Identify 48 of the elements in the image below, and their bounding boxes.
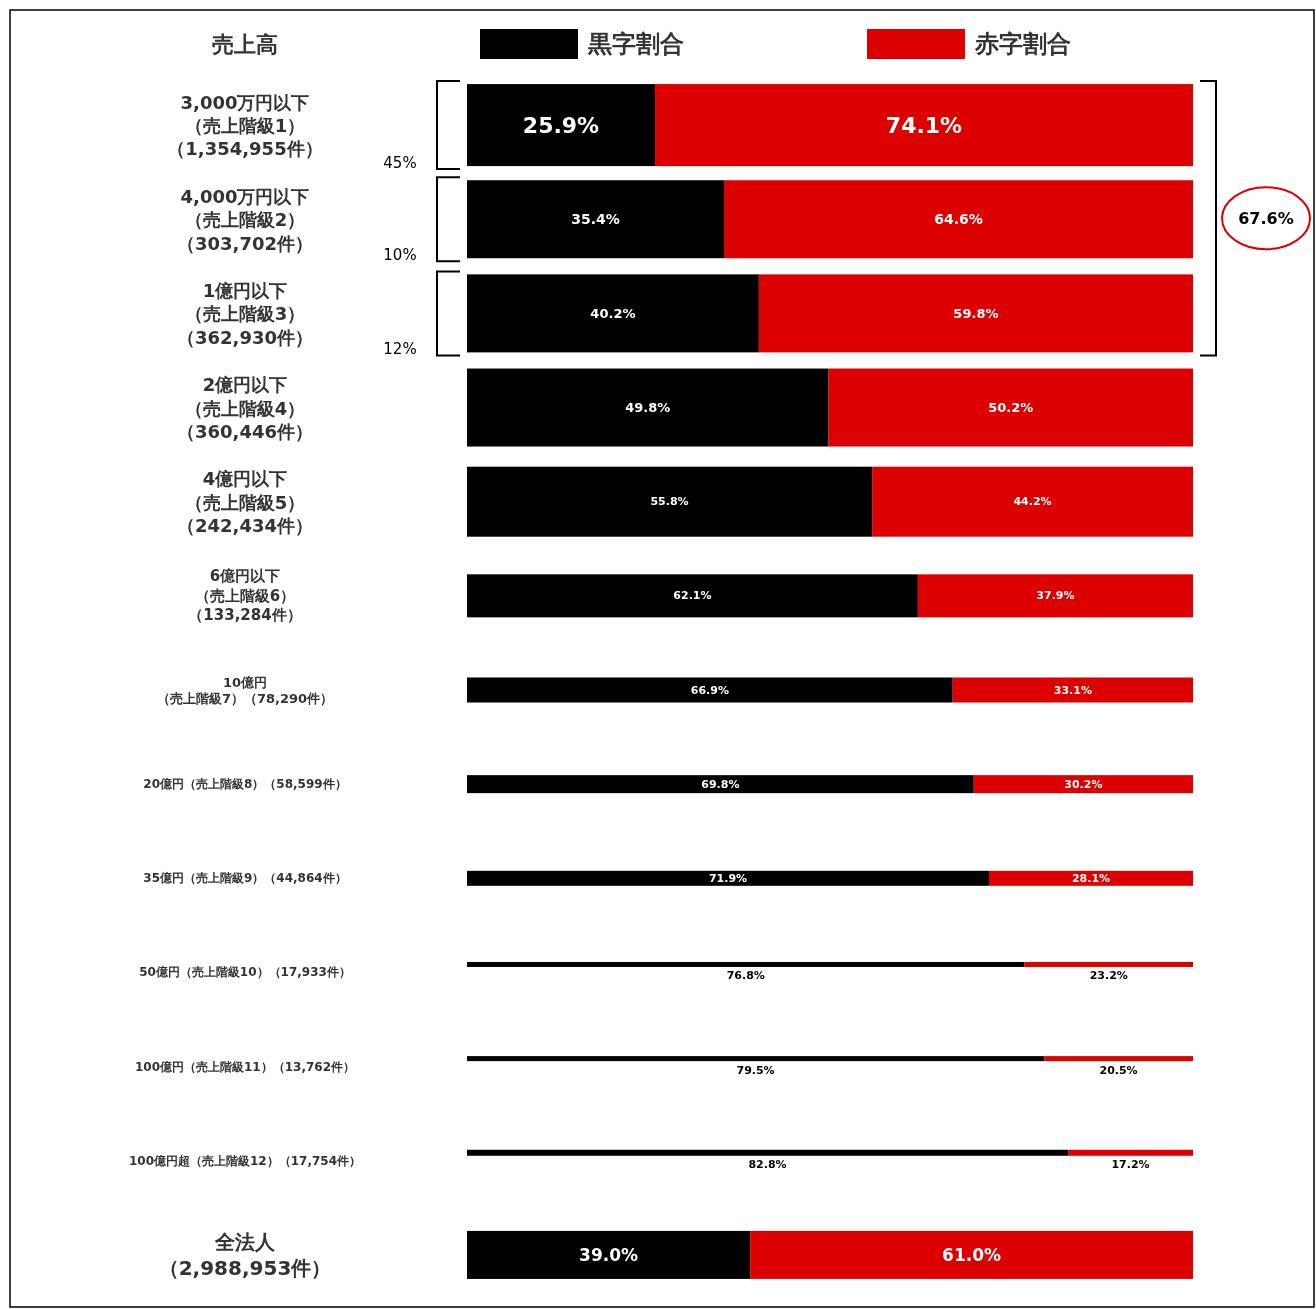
y-tick-label: 4,000万円以下（売上階級2）（303,702件） (177, 185, 313, 254)
data-label: 66.9% (690, 683, 729, 697)
data-label: 50.2% (988, 400, 1034, 416)
data-label: 28.1% (1071, 871, 1111, 885)
text: 売上高 (212, 31, 278, 57)
bar (917, 574, 1193, 618)
data-label: 62.1% (673, 589, 712, 603)
text: 12% (383, 340, 417, 359)
data-label: 74.1% (885, 112, 963, 138)
data-label: 44.2% (1013, 495, 1052, 509)
y-tick-label: 10億円（売上階級7）（78,290件） (156, 674, 334, 706)
data-label: 35.4% (571, 211, 620, 228)
y-tick-label: 2億円以下（売上階級4）（360,446件） (177, 373, 313, 442)
text: 10% (383, 246, 417, 265)
data-label: 33.1% (1053, 683, 1092, 697)
text: 45% (383, 154, 417, 173)
y-tick-label: 3,000万円以下（売上階級1）（1,354,955件） (167, 91, 323, 159)
data-label: 61.0% (942, 1244, 1002, 1265)
data-label: 25.9% (522, 112, 600, 138)
legend-label: 赤字割合 (974, 30, 1071, 58)
y-tick-label: 1億円以下（売上階級3）（362,930件） (177, 279, 313, 348)
data-label: 79.5% (736, 1063, 775, 1077)
y-tick-label: 50億円（売上階級10）（17,933件） (139, 965, 351, 980)
y-tick-label: 100億円（売上階級11）（13,762件） (134, 1059, 356, 1074)
legend-label: 黒字割合 (587, 30, 684, 58)
data-label: 82.8% (748, 1158, 787, 1172)
data-label: 59.8% (953, 305, 999, 321)
data-label: 37.9% (1036, 589, 1075, 603)
data-label: 17.2% (1111, 1158, 1150, 1172)
y-tick-label: 100億円超（売上階級12）（17,754件） (128, 1153, 362, 1168)
y-tick-label: 6億円以下（売上階級6）（133,284件） (188, 567, 302, 625)
data-label: 71.9% (708, 871, 748, 885)
data-label: 20.5% (1099, 1063, 1138, 1077)
y-tick-label: 20億円（売上階級8）（58,599件） (143, 777, 347, 792)
text: 67.6% (1238, 208, 1294, 228)
data-label: 40.2% (590, 305, 636, 321)
y-tick-label: 35億円（売上階級9）（44,864件） (143, 871, 347, 886)
bar (467, 574, 918, 618)
data-label: 69.8% (701, 777, 740, 791)
y-tick-label: 4億円以下（売上階級5）（242,434件） (177, 467, 313, 536)
data-label: 55.8% (650, 495, 689, 509)
data-label: 23.2% (1089, 969, 1128, 983)
data-label: 30.2% (1064, 777, 1103, 791)
data-label: 64.6% (934, 211, 983, 228)
y-tick-label: 全法人（2,988,953件） (158, 1229, 332, 1280)
data-label: 49.8% (625, 400, 671, 416)
data-label: 39.0% (579, 1244, 639, 1265)
data-label: 76.8% (726, 969, 765, 983)
